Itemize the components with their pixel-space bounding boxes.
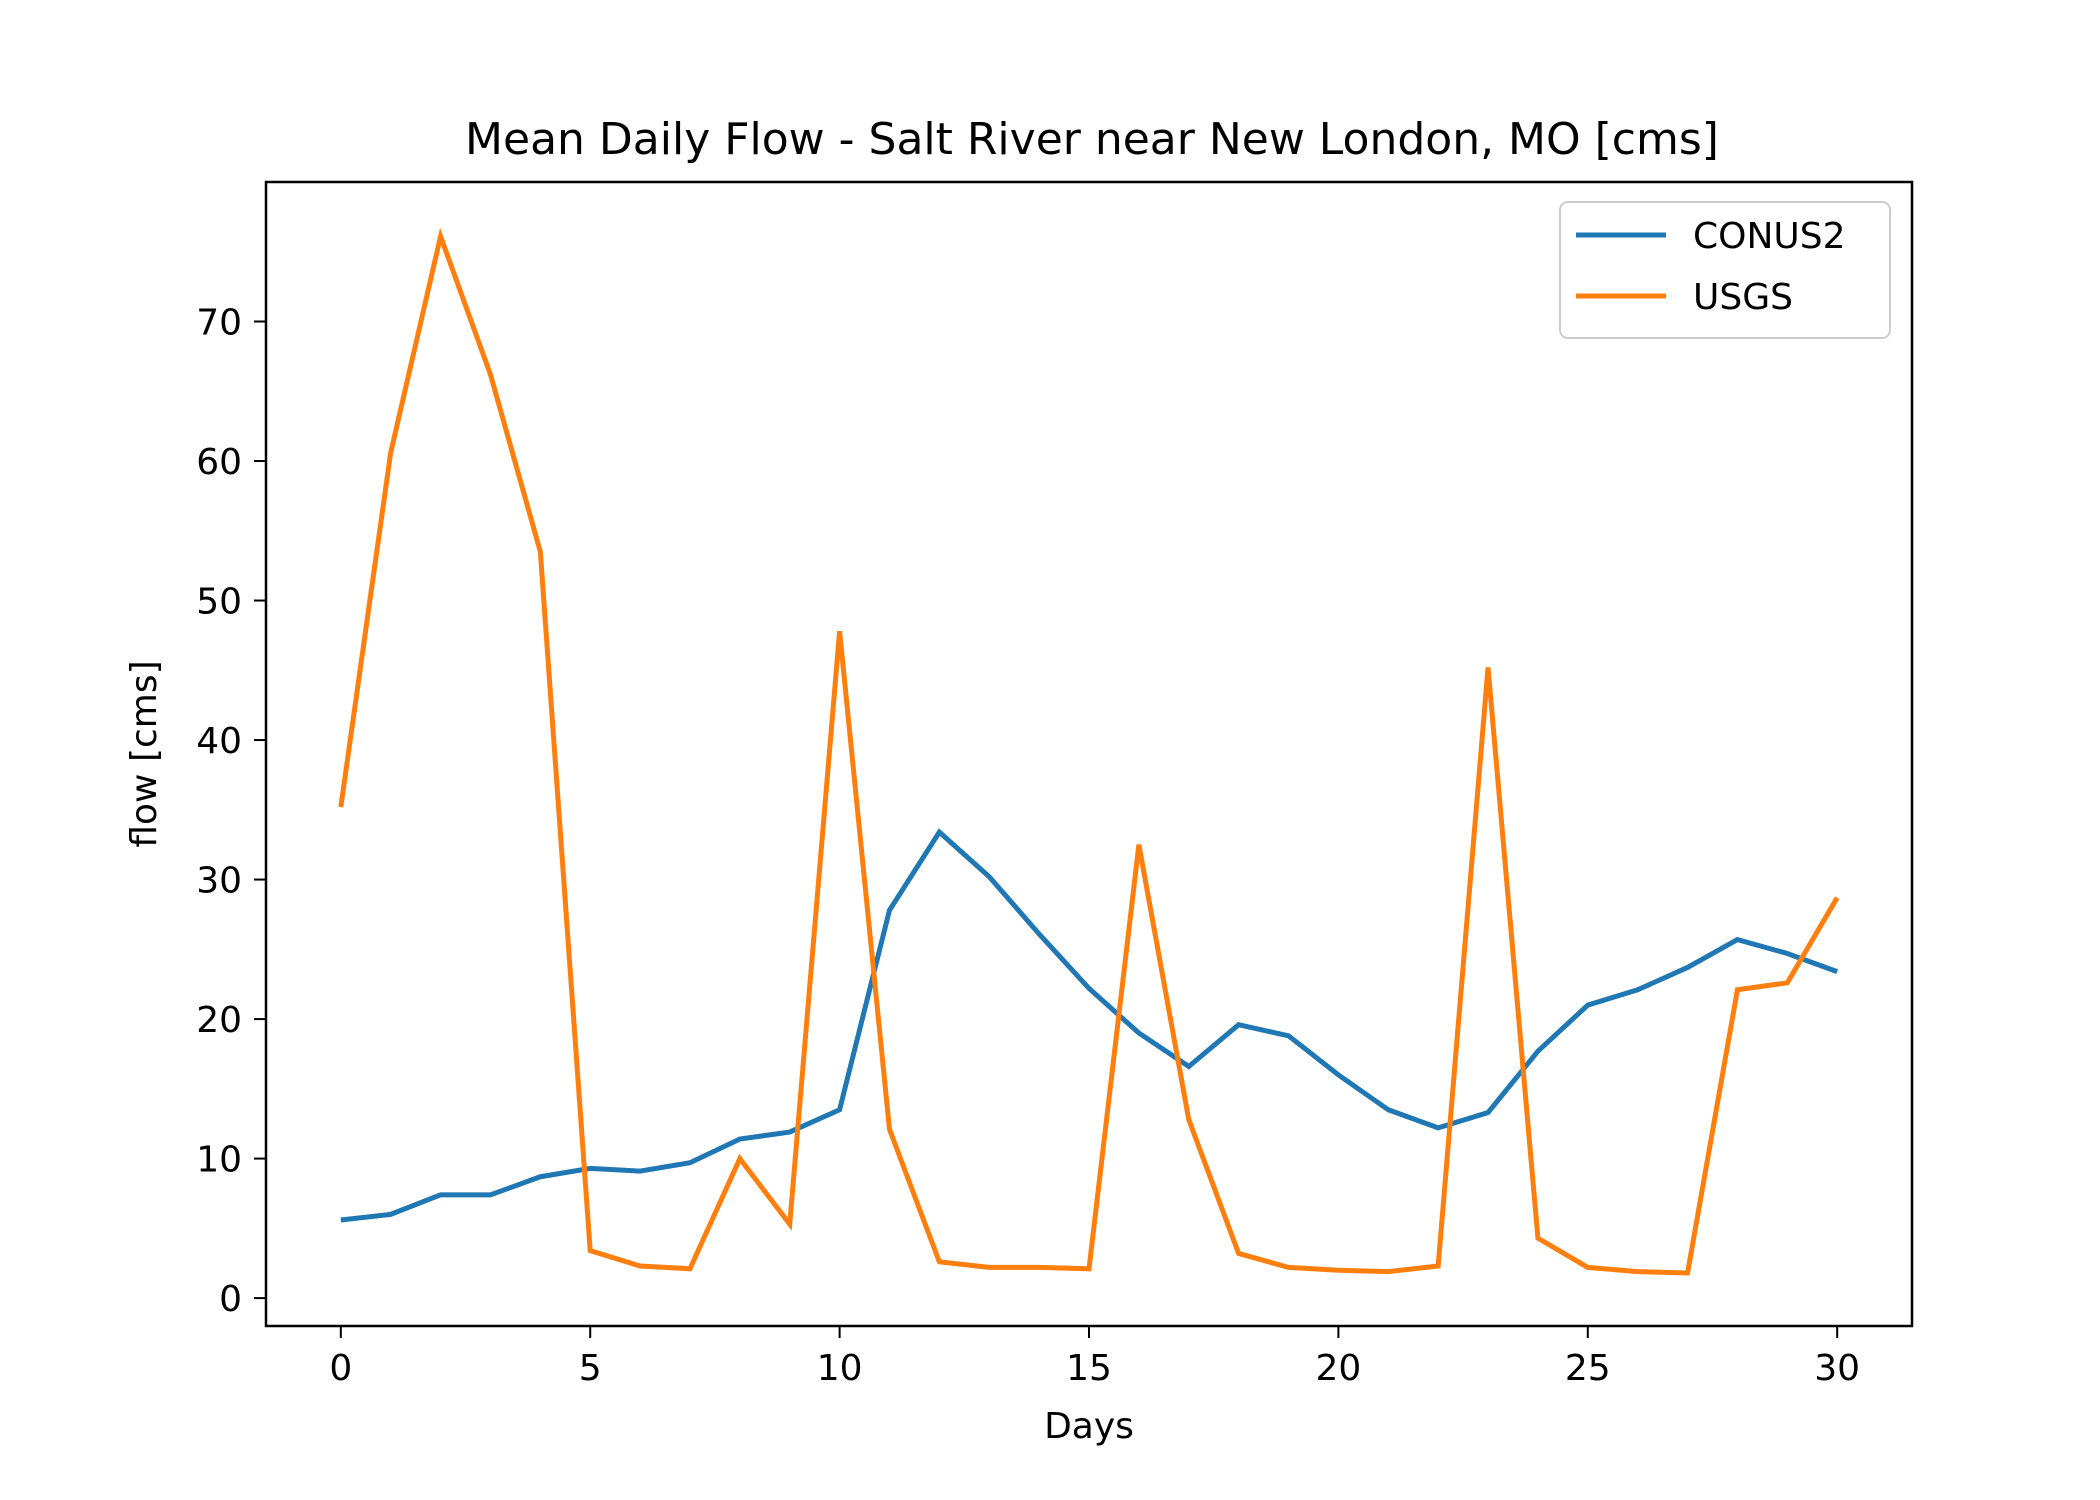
series-line-conus2 (340, 828, 1839, 1223)
chart-title: Mean Daily Flow - Salt River near New Lo… (465, 114, 1719, 165)
y-tick-label: 50 (196, 582, 242, 623)
legend-label-conus2: CONUS2 (1693, 216, 1846, 257)
y-tick-label: 40 (196, 721, 242, 762)
x-tick-label: 30 (1814, 1348, 1860, 1389)
series-line-usgs (338, 227, 1840, 1276)
plot-frame (264, 180, 1914, 1328)
legend: CONUS2 USGS (1559, 201, 1891, 339)
y-tick-label: 30 (196, 861, 242, 902)
legend-label-usgs: USGS (1693, 277, 1793, 318)
x-tick-label: 20 (1315, 1348, 1361, 1389)
plot-area-background (266, 182, 1912, 1326)
x-axis-ticks: 0 5 10 15 20 25 30 (329, 1326, 1860, 1389)
y-tick-label: 10 (196, 1140, 242, 1181)
x-tick-label: 25 (1565, 1348, 1611, 1389)
y-tick-label: 60 (196, 442, 242, 483)
x-tick-label: 15 (1066, 1348, 1112, 1389)
y-tick-label: 70 (196, 303, 242, 344)
y-axis-ticks: 0 10 20 30 40 50 60 70 (196, 303, 266, 1320)
y-tick-label: 20 (196, 1000, 242, 1041)
y-tick-label: 0 (219, 1279, 242, 1320)
x-tick-label: 10 (817, 1348, 863, 1389)
series-layer (338, 227, 1840, 1276)
x-tick-label: 0 (329, 1348, 352, 1389)
x-tick-label: 5 (579, 1348, 602, 1389)
x-axis-label: Days (1044, 1406, 1134, 1447)
y-axis-label: flow [cms] (124, 660, 165, 847)
